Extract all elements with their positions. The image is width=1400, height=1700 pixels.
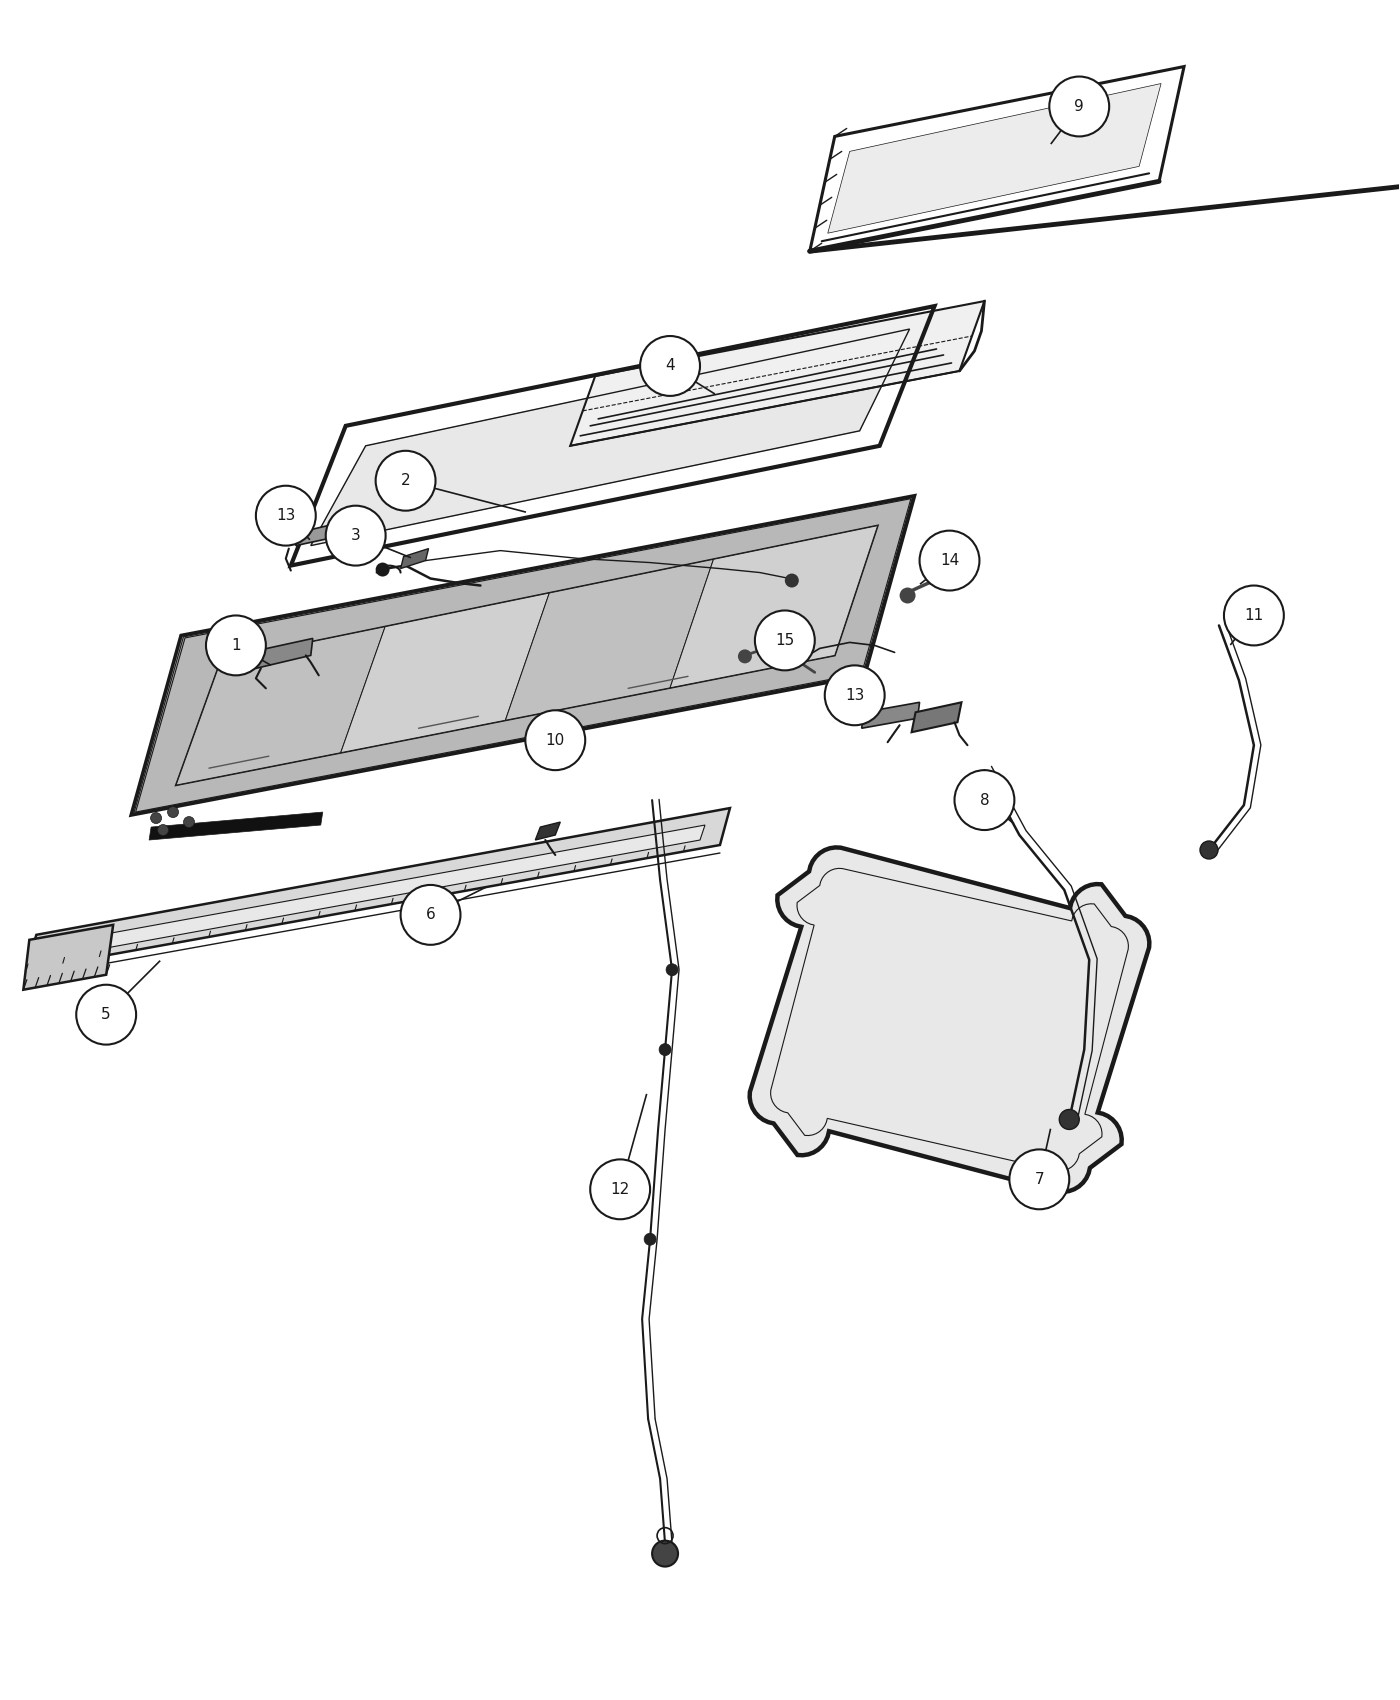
Circle shape	[755, 610, 815, 670]
Polygon shape	[570, 301, 984, 445]
Text: 10: 10	[546, 733, 566, 748]
Circle shape	[256, 486, 316, 546]
Circle shape	[375, 450, 435, 510]
Circle shape	[955, 770, 1015, 830]
Polygon shape	[42, 824, 706, 960]
Polygon shape	[340, 593, 549, 753]
Text: 5: 5	[101, 1006, 111, 1022]
Polygon shape	[535, 823, 560, 840]
Circle shape	[644, 1232, 657, 1244]
Circle shape	[1060, 1110, 1079, 1129]
Circle shape	[825, 665, 885, 726]
Polygon shape	[749, 847, 1149, 1192]
Polygon shape	[861, 702, 920, 728]
Text: 14: 14	[939, 552, 959, 568]
Circle shape	[206, 615, 266, 675]
Polygon shape	[671, 525, 878, 688]
Polygon shape	[132, 496, 914, 814]
Circle shape	[591, 1159, 650, 1219]
Text: 6: 6	[426, 908, 435, 923]
Circle shape	[785, 573, 799, 588]
Polygon shape	[256, 639, 312, 668]
Polygon shape	[911, 702, 962, 733]
Text: 1: 1	[231, 638, 241, 653]
Circle shape	[738, 649, 752, 663]
Text: 8: 8	[980, 792, 990, 808]
Polygon shape	[311, 330, 910, 546]
Circle shape	[76, 984, 136, 1044]
Text: 13: 13	[846, 688, 864, 702]
Text: 2: 2	[400, 473, 410, 488]
Text: 12: 12	[610, 1182, 630, 1197]
Text: 11: 11	[1245, 609, 1264, 622]
Circle shape	[1050, 76, 1109, 136]
Circle shape	[326, 505, 385, 566]
Polygon shape	[24, 925, 113, 989]
Circle shape	[168, 806, 179, 818]
Circle shape	[158, 824, 168, 835]
Polygon shape	[176, 627, 385, 785]
Text: 3: 3	[351, 529, 361, 542]
Circle shape	[375, 563, 389, 576]
Text: 13: 13	[276, 508, 295, 524]
Text: 15: 15	[776, 632, 794, 648]
Polygon shape	[176, 525, 878, 785]
Circle shape	[652, 1540, 678, 1567]
Text: 7: 7	[1035, 1171, 1044, 1187]
Circle shape	[920, 530, 980, 590]
Circle shape	[400, 886, 461, 945]
Circle shape	[151, 813, 161, 823]
Polygon shape	[148, 813, 323, 840]
Circle shape	[659, 1044, 671, 1056]
Circle shape	[640, 337, 700, 396]
Circle shape	[183, 816, 195, 828]
Circle shape	[1009, 1149, 1070, 1209]
Circle shape	[525, 711, 585, 770]
Text: 4: 4	[665, 359, 675, 374]
Circle shape	[666, 964, 678, 976]
Polygon shape	[505, 559, 714, 721]
Polygon shape	[827, 83, 1161, 233]
Circle shape	[900, 588, 916, 604]
Text: 9: 9	[1074, 99, 1084, 114]
Polygon shape	[295, 518, 357, 546]
Circle shape	[1200, 842, 1218, 858]
Polygon shape	[400, 549, 428, 568]
Circle shape	[1224, 585, 1284, 646]
Polygon shape	[27, 808, 729, 969]
